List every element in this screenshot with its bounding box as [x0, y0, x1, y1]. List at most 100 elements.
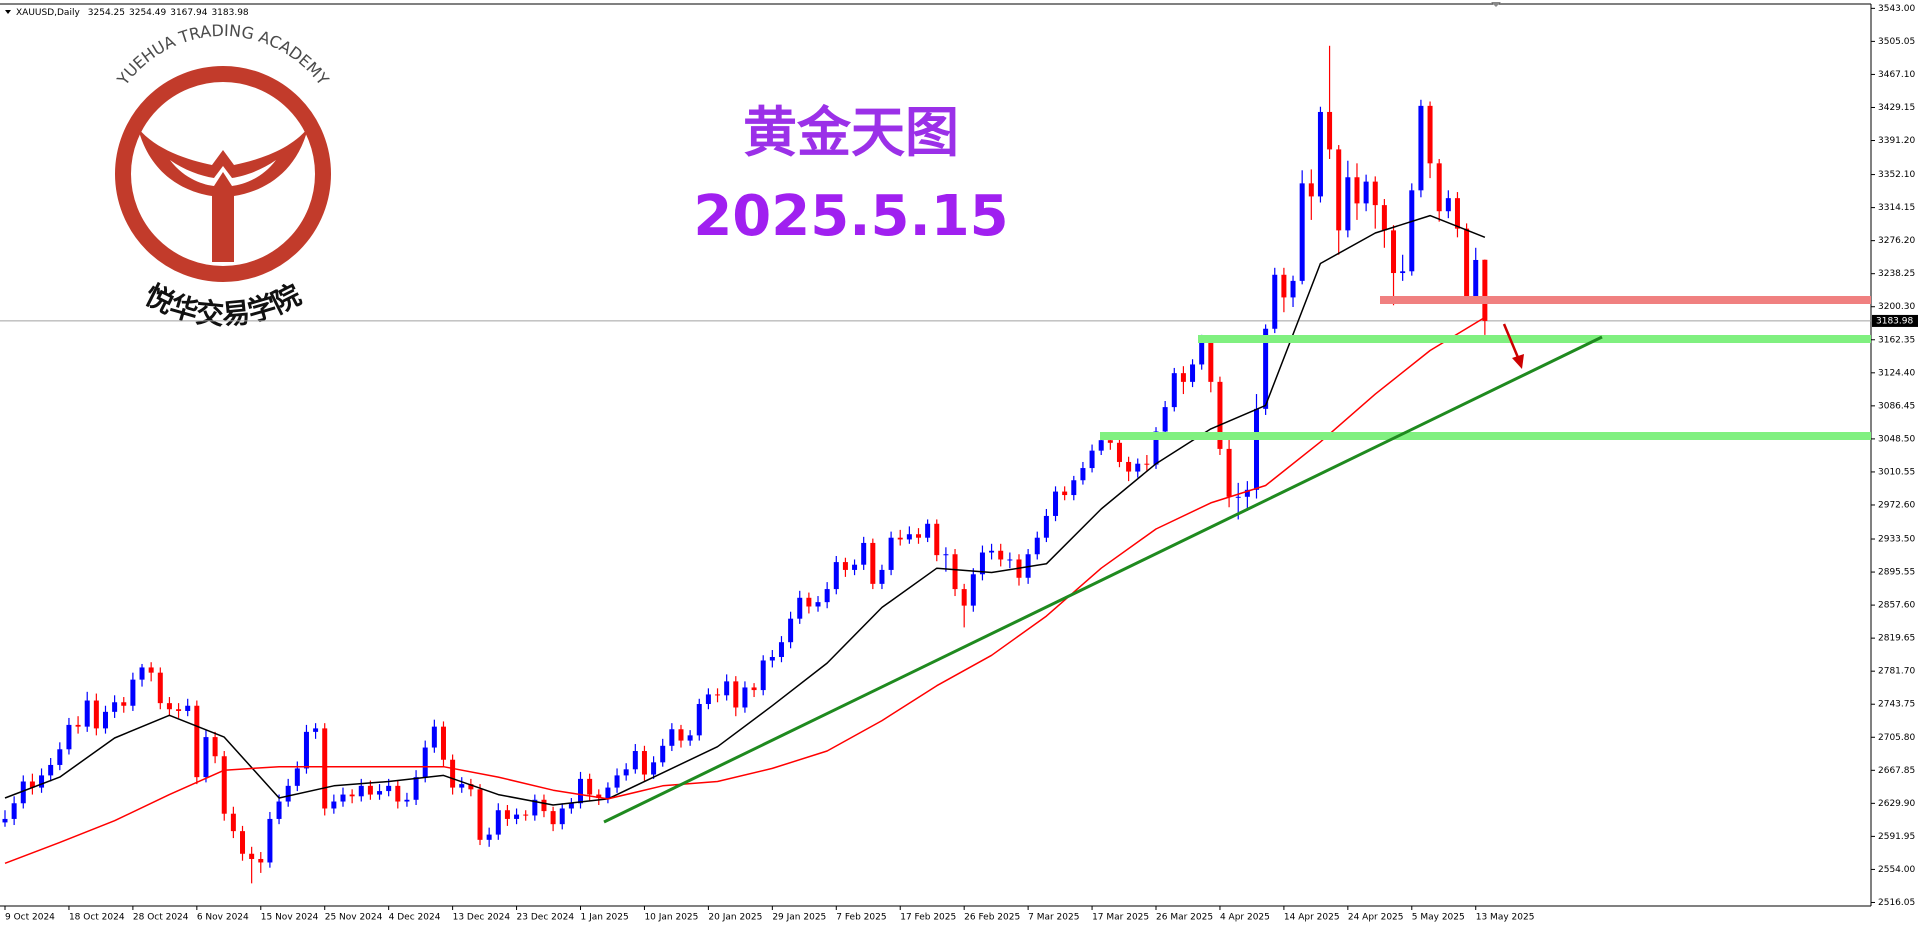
x-tick-label: 14 Apr 2025 [1284, 913, 1340, 923]
candle-body [367, 785, 373, 795]
candle-body [230, 813, 236, 832]
candle-body [1464, 228, 1470, 297]
arrow-shaft [1502, 323, 1521, 361]
candle-body [1208, 341, 1214, 382]
candle-body [112, 702, 118, 712]
candle-body [1144, 463, 1150, 465]
candle-body [842, 562, 848, 570]
symbol: XAUUSD,Daily [16, 8, 80, 18]
low: 3167.94 [170, 8, 207, 18]
title-cn: 黄金天图 [743, 100, 959, 164]
candle-body [1217, 381, 1223, 449]
candle-body [1327, 111, 1333, 150]
candle-body [1263, 328, 1269, 409]
y-tick-label: 3543.00 [1878, 4, 1915, 14]
candle-body [1253, 408, 1259, 490]
x-tick-label: 26 Feb 2025 [964, 913, 1020, 923]
header-icon [5, 10, 11, 14]
candle-body [1007, 559, 1013, 561]
y-tick-label: 3010.55 [1878, 467, 1915, 477]
x-tick-label: 5 May 2025 [1412, 913, 1465, 923]
candle-body [468, 784, 474, 790]
candle-body [705, 694, 711, 705]
candle-body [240, 831, 246, 854]
candle-body [651, 762, 657, 775]
candle-body [39, 775, 45, 788]
candle-body [724, 681, 730, 696]
candle-body [1299, 183, 1305, 281]
candle-body [166, 703, 172, 710]
candle-body [1454, 198, 1460, 229]
candle-body [258, 858, 264, 863]
candle-body [916, 534, 921, 538]
candle-body [285, 785, 291, 802]
candle-body [696, 704, 702, 736]
candle-body [678, 729, 684, 741]
candle-body [532, 799, 538, 816]
candle-body [541, 799, 547, 812]
candle-body [486, 834, 492, 840]
indicator-line [4, 214, 1486, 806]
candle-body [1272, 274, 1278, 329]
x-tick-label: 9 Oct 2024 [5, 913, 55, 923]
y-tick-label: 3429.15 [1878, 103, 1915, 113]
support-zone [1198, 335, 1871, 343]
candle-body [1043, 515, 1049, 538]
y-tick-label: 3086.45 [1878, 401, 1915, 411]
candle-body [632, 751, 638, 770]
candle-body [1409, 190, 1415, 272]
candle-body [93, 700, 99, 729]
candle-body [1062, 491, 1068, 496]
candle-body [742, 687, 748, 708]
y-tick-label: 2629.90 [1878, 799, 1915, 809]
y-tick-label: 3352.10 [1878, 170, 1915, 180]
candle-body [1336, 149, 1342, 231]
candle-body [614, 775, 620, 788]
candle-body [404, 799, 410, 802]
shift-marker [1491, 2, 1501, 7]
x-tick-label: 7 Mar 2025 [1028, 913, 1079, 923]
candle-body [57, 749, 63, 765]
trend-line [603, 335, 1603, 824]
candle-body [1345, 177, 1351, 231]
candle-body [596, 794, 602, 799]
candle-body [1089, 450, 1095, 469]
candle-body [998, 550, 1004, 560]
candle-body [1071, 480, 1077, 496]
candle-body [888, 537, 894, 570]
candle-body [212, 737, 218, 757]
x-tick-label: 6 Nov 2024 [197, 913, 249, 923]
candle-body [1098, 440, 1104, 451]
candle-body [897, 537, 903, 540]
y-tick-label: 2667.85 [1878, 766, 1915, 776]
candle-body [523, 814, 529, 816]
candle-body [925, 523, 931, 538]
support-zone [1100, 432, 1871, 440]
y-tick-label: 3238.25 [1878, 269, 1915, 279]
candle-body [1290, 280, 1296, 298]
x-tick-label: 20 Jan 2025 [708, 913, 762, 923]
candle-body [1226, 448, 1232, 497]
candle-body [395, 785, 401, 802]
candle-body [1162, 407, 1168, 432]
candle-body [824, 589, 830, 603]
candle-body [377, 791, 383, 795]
candle-body [852, 564, 858, 570]
header: XAUUSD,Daily 3254.25 3254.49 3167.94 3183.98 [16, 8, 249, 18]
candle-body [102, 711, 108, 729]
y-tick-label: 2857.60 [1878, 601, 1915, 611]
candle-body [422, 747, 428, 778]
y-tick-label: 2591.95 [1878, 832, 1915, 842]
resistance-zone [1380, 296, 1871, 304]
candle-body [139, 667, 145, 680]
x-tick-label: 4 Dec 2024 [389, 913, 441, 923]
candle-body [1436, 163, 1442, 212]
candle-body [313, 728, 319, 732]
candle-body [861, 542, 867, 565]
candle-body [961, 589, 967, 606]
candle-body [1180, 373, 1186, 382]
candle-body [1281, 274, 1287, 298]
candle-body [605, 787, 611, 799]
y-tick-label: 2972.60 [1878, 500, 1915, 510]
